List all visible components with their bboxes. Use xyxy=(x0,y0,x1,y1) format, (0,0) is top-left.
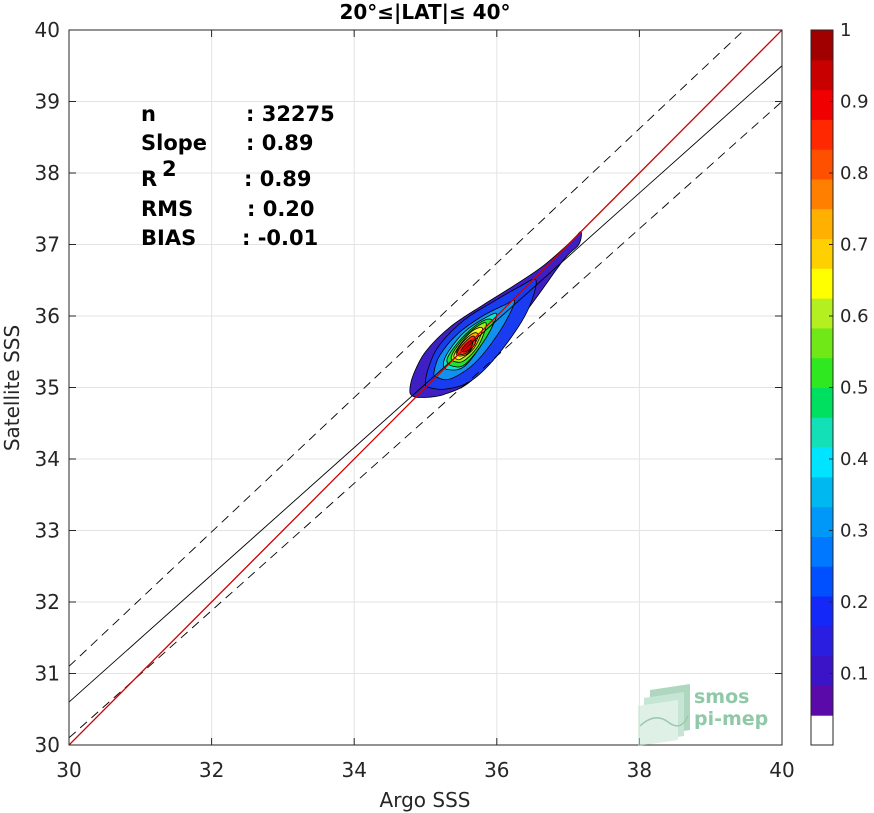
colorbar-tick-label: 0.1 xyxy=(840,664,869,685)
x-tick-label: 30 xyxy=(56,758,81,782)
colorbar-band xyxy=(811,476,833,508)
y-axis-label: Satellite SSS xyxy=(0,325,24,451)
y-tick-label: 37 xyxy=(35,233,60,257)
colorbar-band xyxy=(811,149,833,180)
identity-line xyxy=(69,30,782,745)
stat-label: RMS xyxy=(141,197,193,221)
y-tick-label: 38 xyxy=(35,161,60,185)
colorbar-band xyxy=(811,59,833,91)
colorbar-band xyxy=(811,298,833,329)
colorbar-tick-label: 0.9 xyxy=(840,92,869,113)
lower-bound-line xyxy=(69,101,782,739)
chart-title: 20°≤|LAT|≤ 40° xyxy=(339,0,510,24)
colorbar-band xyxy=(811,119,833,150)
stat-value: : 0.89 xyxy=(246,131,314,155)
upper-bound-line xyxy=(69,30,745,667)
colorbar-tick-label: 0.7 xyxy=(840,235,869,256)
colorbar-band xyxy=(811,536,833,567)
colorbar-band xyxy=(811,268,833,299)
stat-value: : 0.20 xyxy=(247,197,315,221)
logo-icon xyxy=(638,684,690,746)
colorbar-band xyxy=(811,417,833,448)
colorbar-band xyxy=(811,447,833,478)
y-tick-label: 36 xyxy=(35,304,60,328)
colorbar-band xyxy=(811,387,833,418)
y-tick-label: 34 xyxy=(35,447,60,471)
x-tick-label: 38 xyxy=(627,758,652,782)
y-axis-ticks: 30 31 32 33 34 35 36 37 38 39 40 xyxy=(35,18,782,757)
colorbar-tick-label: 0.6 xyxy=(840,306,869,327)
logo-line-2: pi-mep xyxy=(694,708,768,730)
stat-value: : -0.01 xyxy=(242,226,318,250)
colorbar-tick-label: 0.3 xyxy=(840,521,869,542)
colorbar-band xyxy=(811,178,833,210)
stat-superscript: 2 xyxy=(162,157,177,181)
colorbar-band xyxy=(811,715,833,746)
y-tick-label: 30 xyxy=(35,733,60,757)
y-tick-label: 35 xyxy=(35,376,60,400)
colorbar-tick-label: 0.4 xyxy=(840,449,869,470)
colorbar-band xyxy=(811,357,833,388)
colorbar-band xyxy=(811,238,833,269)
colorbar-tick-label: 0.8 xyxy=(840,163,869,184)
x-axis-label: Argo SSS xyxy=(380,788,471,812)
stat-label: Slope xyxy=(141,131,207,155)
x-tick-label: 40 xyxy=(769,758,794,782)
colorbar-band xyxy=(811,30,833,61)
y-tick-label: 31 xyxy=(35,662,60,686)
reference-lines xyxy=(69,30,782,745)
colorbar-tick-label: 0.2 xyxy=(840,592,869,613)
colorbar-band xyxy=(811,625,833,657)
colorbar xyxy=(810,29,834,746)
colorbar-band xyxy=(811,327,833,359)
y-tick-label: 39 xyxy=(35,90,60,114)
stat-label: BIAS xyxy=(141,226,196,250)
colorbar-band xyxy=(811,89,833,120)
colorbar-band xyxy=(811,655,833,686)
colorbar-tick-label: 0.5 xyxy=(840,378,869,399)
x-tick-label: 32 xyxy=(199,758,224,782)
regression-line xyxy=(69,65,782,703)
colorbar-ticks: 0.1 0.2 0.3 0.4 0.5 0.6 0.7 0.8 0.9 1 xyxy=(829,20,869,685)
x-axis-ticks: 30 32 34 36 38 40 xyxy=(56,30,795,782)
smos-pi-mep-logo: smos pi-mep xyxy=(638,684,768,746)
y-tick-label: 32 xyxy=(35,590,60,614)
colorbar-band xyxy=(811,208,833,240)
stat-value: : 32275 xyxy=(246,102,335,126)
y-tick-label: 40 xyxy=(35,18,60,42)
logo-line-1: smos xyxy=(694,686,749,708)
x-tick-label: 36 xyxy=(484,758,509,782)
colorbar-band xyxy=(811,566,833,597)
stat-label: n xyxy=(141,102,156,126)
colorbar-band xyxy=(811,506,833,537)
x-tick-label: 34 xyxy=(341,758,366,782)
colorbar-band xyxy=(811,596,833,627)
statistics-box: n : 32275 Slope : 0.89 R 2 : 0.89 RMS : 0.20 BIAS… xyxy=(141,102,335,250)
colorbar-tick-label: 1 xyxy=(840,20,851,41)
stat-label: R xyxy=(141,167,157,191)
y-tick-label: 33 xyxy=(35,519,60,543)
colorbar-band xyxy=(811,685,833,716)
stat-value: : 0.89 xyxy=(244,167,312,191)
